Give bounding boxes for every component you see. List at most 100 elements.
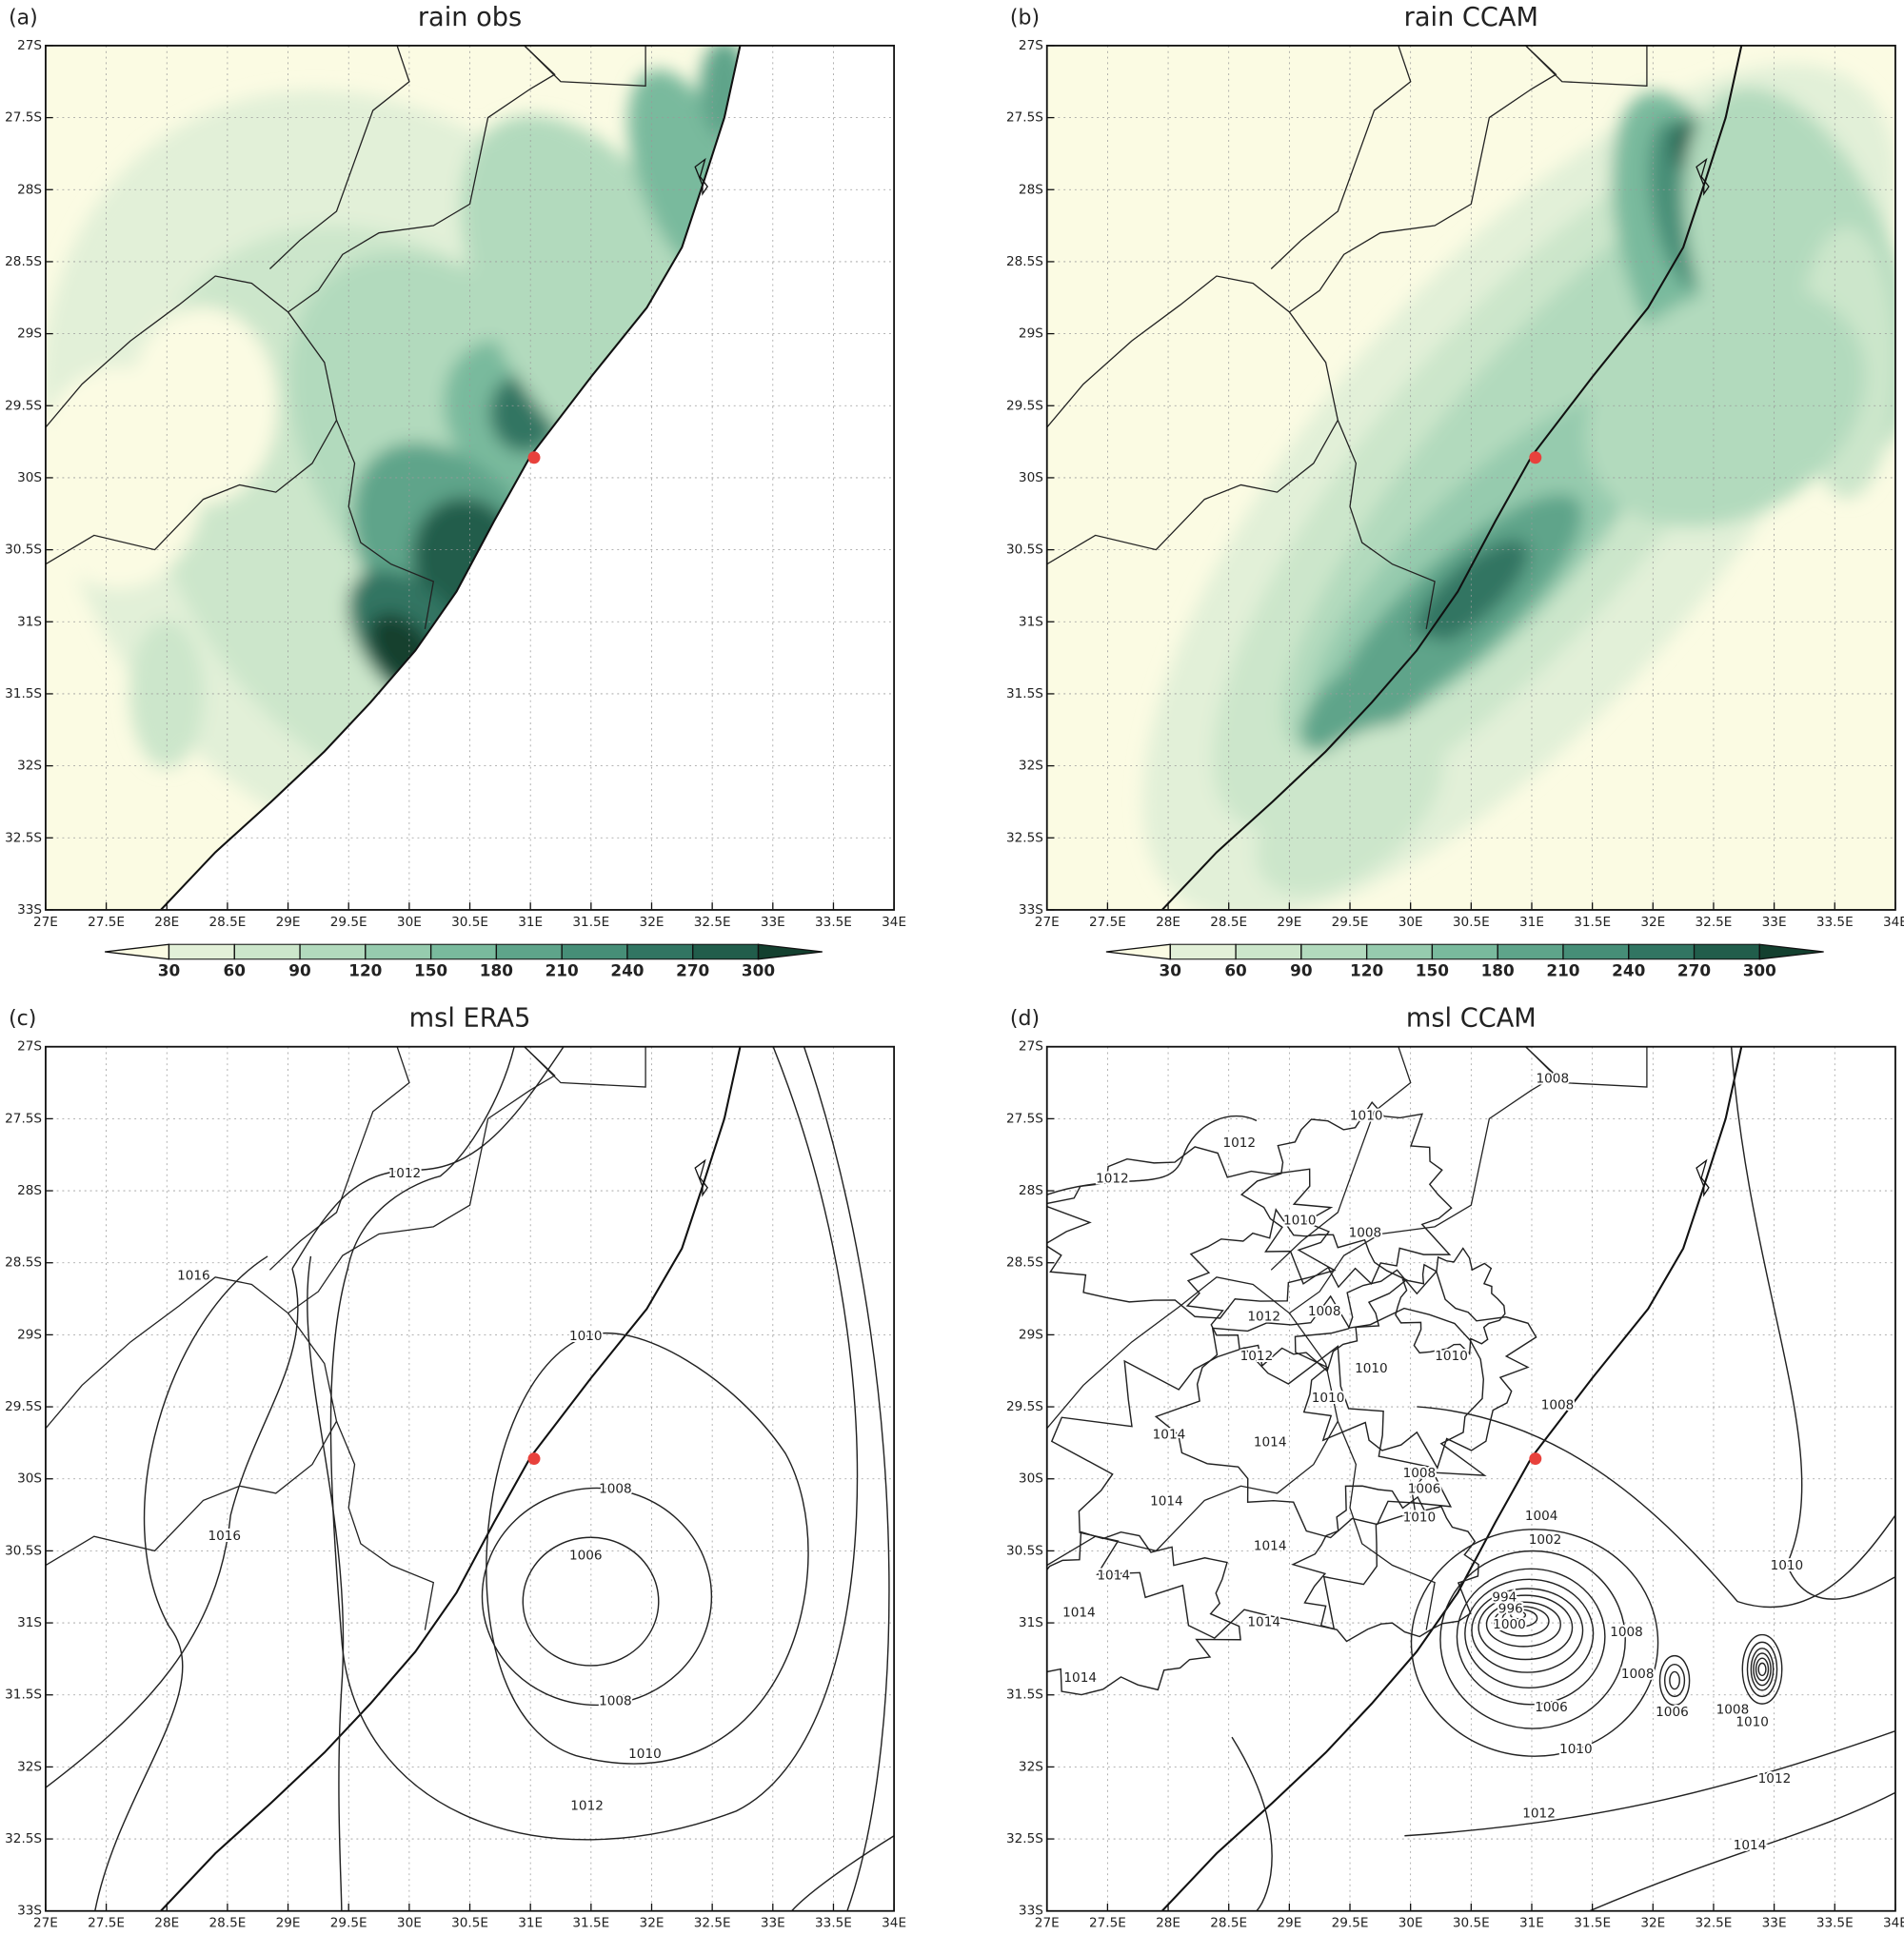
colorbar-cap [1758,943,1824,960]
province-border [288,45,556,313]
panel-title: msl ERA5 [409,1004,531,1034]
isobar [1395,1247,1506,1355]
contour-label: 1008 [1308,1304,1341,1319]
x-tick-label: 30.5E [451,915,488,930]
coastline [160,45,742,910]
y-tick-label: 28.5S [1006,1255,1043,1271]
x-tick-label: 28.5E [208,1916,246,1931]
y-tick-label: 32.5S [5,1831,42,1846]
x-tick-label: 34E [1883,1916,1904,1931]
x-tick-label: 34E [882,915,906,930]
province-border [1270,45,1412,269]
x-tick-label: 31.5E [572,1916,609,1931]
isobar [1417,1406,1895,1609]
colorbar-band [1694,943,1760,960]
isobar [1746,1641,1778,1698]
x-tick-label: 33.5E [815,1916,852,1931]
map-frame [45,1045,896,1912]
x-tick-label: 32E [640,915,664,930]
contour-label: 1014 [1734,1838,1767,1853]
estuary [694,157,708,196]
colorbar-label: 240 [610,961,644,980]
y-tick-label: 29S [17,326,42,342]
y-tick-label: 27S [17,1039,42,1055]
isobar [1757,1662,1767,1677]
estuary [1696,157,1710,196]
y-tick-label: 28S [17,182,42,197]
colorbar-cap [1105,943,1171,960]
map-panel: 1012 1016 1010 1008 1006 1016 1008 1010 1012 27E 2… [5,1039,906,1931]
y-tick-label: 31S [1019,1615,1043,1630]
y-tick-label: 27.5S [1006,110,1043,126]
province-border [524,45,646,87]
contour-label: 1010 [1350,1108,1383,1123]
isobars [1046,1046,1895,1911]
colorbar-label: 240 [1612,961,1645,980]
x-tick-label: 29.5E [1332,1916,1369,1931]
x-tick-label: 31.5E [572,915,609,930]
x-tick-label: 30E [397,915,422,930]
panel-letter: (d) [1010,1007,1040,1031]
y-tick-label: 32.5S [1006,830,1043,845]
province-border [335,420,435,629]
y-tick-label: 33S [17,1904,42,1919]
contour-label: 1008 [1403,1466,1437,1481]
contour-label: 1014 [1247,1615,1280,1630]
isobar [1046,1146,1337,1319]
isobar [1456,1568,1606,1706]
province-border [1046,275,1339,565]
colorbar-label: 180 [480,961,513,980]
rain-shading [1413,539,1530,647]
isobar [329,1046,859,1841]
x-tick-label: 29E [1277,915,1301,930]
y-tick-label: 30S [17,1471,42,1487]
isobar [1510,1610,1527,1620]
x-tick-label: 27E [33,1916,58,1931]
y-tick-label: 29.5S [5,398,42,413]
contour-label: 1010 [1283,1213,1317,1228]
contour-label: 1006 [1408,1482,1441,1497]
isobar [307,1255,345,1911]
province-border [45,1276,338,1567]
isobar [1730,1046,1895,1600]
y-tick-label: 33S [1019,902,1043,918]
contour-label: 996 [1498,1601,1523,1616]
contour-label: 1016 [208,1529,241,1544]
y-tick-label: 29S [17,1327,42,1342]
y-tick-label: 27S [17,38,42,53]
contour-label: 1010 [1403,1510,1437,1526]
x-tick-label: 30.5E [1453,1916,1490,1931]
colorbar-label: 30 [1160,961,1181,980]
isobar [1750,1648,1775,1691]
isobar [1291,1485,1479,1643]
isobar [1439,1550,1626,1729]
colorbar-band [1431,943,1498,960]
colorbar-label: 300 [1743,961,1776,980]
location-marker [527,1452,541,1466]
province-border [268,45,410,269]
isobars [45,1046,895,1911]
colorbar-band [430,943,497,960]
x-tick-label: 27E [1035,1916,1060,1931]
y-tick-label: 28.5S [5,1255,42,1271]
map-panel: 27E 27.5E 28E 28.5E 29E 29.5E 30E 30.5E 31E 31.5E… [5,38,906,930]
rain-shading [1299,635,1449,752]
estuary [694,1158,708,1197]
y-tick-label: 31.5S [1006,686,1043,701]
x-tick-label: 33E [761,1916,785,1931]
x-tick-label: 33.5E [1816,1916,1854,1931]
isobar [1046,1115,1258,1195]
x-tick-label: 34E [1883,915,1904,930]
y-tick-label: 27.5S [5,110,42,126]
province-border [1289,45,1557,313]
colorbar-cap [757,943,823,960]
x-tick-label: 33E [1762,1916,1787,1931]
province-border [45,275,338,565]
isobar [94,1255,268,1911]
coastline [1160,45,1743,910]
y-tick-label: 31S [17,1615,42,1630]
x-tick-label: 27E [1035,915,1060,930]
rain-shading [129,620,205,768]
contour-label: 1008 [1716,1703,1750,1718]
colorbar-label: 90 [1290,961,1312,980]
